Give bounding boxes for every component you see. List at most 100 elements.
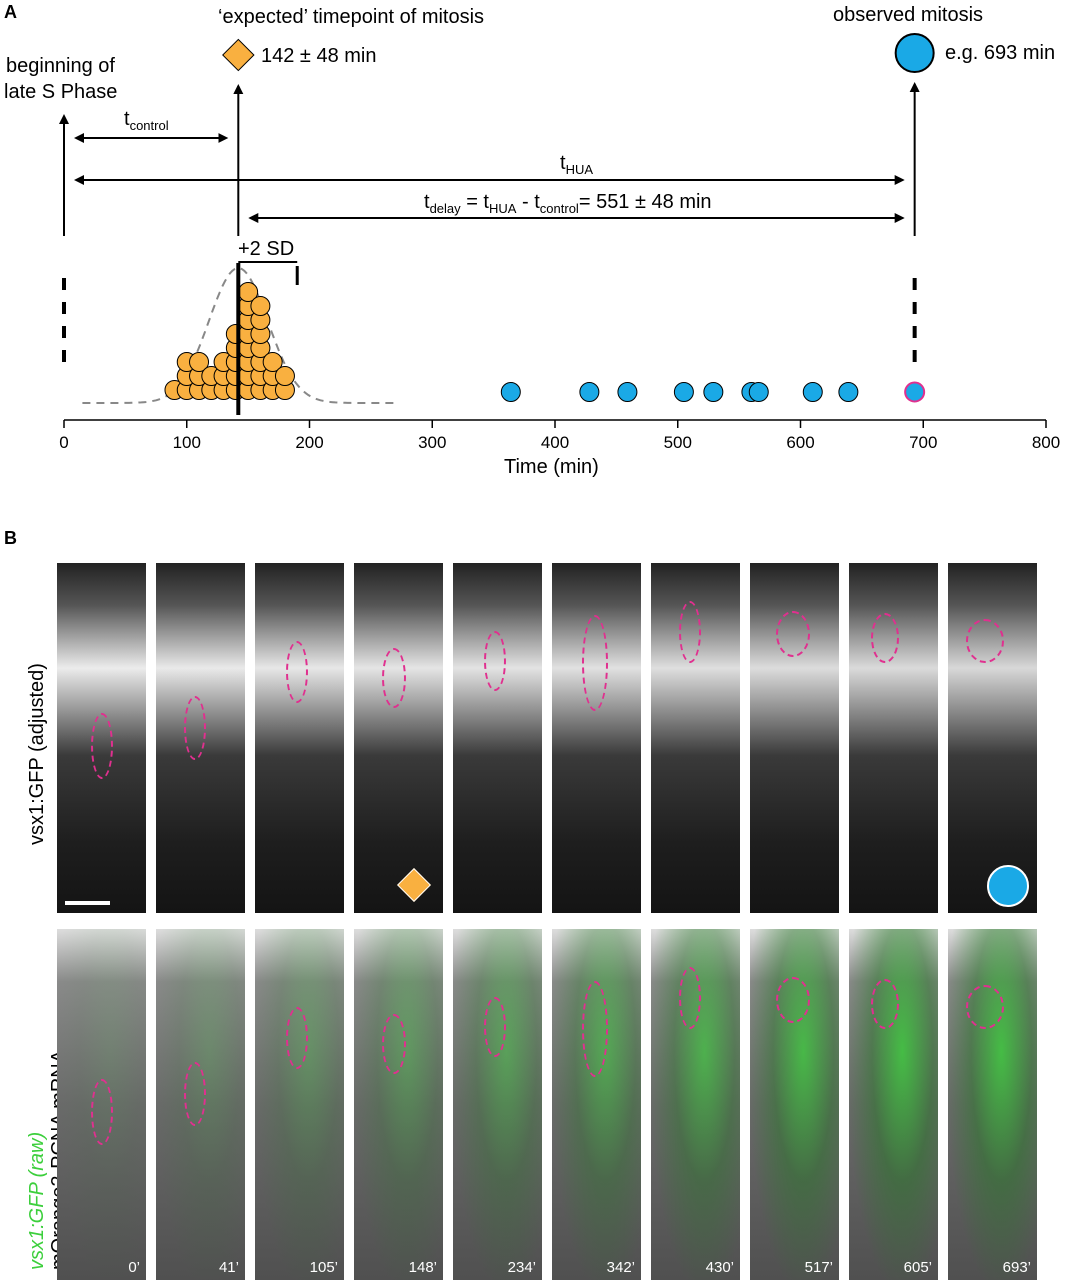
timepoint-label: 430’: [705, 1259, 734, 1276]
t-hua-base: t: [560, 152, 566, 174]
t-control-sub: control: [129, 118, 169, 133]
hua-point: [617, 382, 638, 402]
panel-b-label: B: [4, 528, 17, 548]
t-hua-sub: HUA: [565, 162, 594, 177]
x-tick-label: 500: [664, 433, 692, 452]
cell-outline: [484, 631, 506, 691]
hua-point: [703, 382, 724, 402]
gfp-frame: [552, 563, 641, 913]
t-delay-equation: tdelay = tHUA - tcontrol= 551 ± 48 min: [424, 191, 712, 220]
t-delay-s3: control: [539, 201, 579, 216]
observed-circle-icon: [894, 33, 935, 73]
hua-point: [673, 382, 694, 402]
chart-marks: [62, 261, 926, 415]
merge-frame: 605’: [849, 929, 938, 1280]
merge-frame: 105’: [255, 929, 344, 1280]
x-axis: 0 100 200 300 400 500 600 700 800: [59, 419, 1060, 452]
cell-outline: [582, 981, 608, 1077]
expected-value: 142 ± 48 min: [261, 45, 377, 67]
t-hua-label: tHUA: [560, 152, 593, 181]
expected-title: ‘expected’ timepoint of mitosis: [218, 6, 485, 28]
cell-outline: [776, 611, 810, 657]
cell-outline: [966, 985, 1004, 1029]
x-tick-label: 0: [59, 433, 68, 452]
control-point: [262, 352, 283, 372]
x-tick-label: 600: [786, 433, 814, 452]
cell-outline: [286, 1007, 308, 1069]
merge-frame: 148’: [354, 929, 443, 1280]
gfp-frame: [255, 563, 344, 913]
cell-outline: [382, 648, 406, 708]
gfp-row-label: vsx1:GFP (adjusted): [26, 663, 48, 845]
timepoint-label: 148’: [408, 1259, 437, 1276]
timeline-chart: 0 100 200 300 400 500 600 700 800: [59, 33, 1060, 452]
t-delay-tail: = 551 ± 48 min: [578, 191, 712, 213]
expected-diamond-icon: [397, 868, 431, 902]
gfp-frame: [948, 563, 1037, 913]
annotations: [59, 33, 935, 236]
x-tick-label: 200: [295, 433, 323, 452]
t-control-base: t: [124, 108, 130, 130]
t-delay-mid: - t: [516, 191, 540, 213]
observed-circle-icon: [987, 865, 1029, 907]
hua-point: [748, 382, 769, 402]
cell-outline: [91, 713, 113, 779]
x-axis-label: Time (min): [504, 456, 599, 478]
timepoint-label: 234’: [507, 1259, 536, 1276]
cell-outline: [91, 1079, 113, 1145]
hua-point: [838, 382, 859, 402]
t-delay-s1: delay: [429, 201, 461, 216]
control-point: [250, 296, 271, 316]
cell-outline: [582, 615, 608, 711]
beginning-line1: beginning of: [6, 55, 115, 77]
x-tick-label: 700: [909, 433, 937, 452]
t-delay-eq1: = t: [460, 191, 489, 213]
sd-label: +2 SD: [238, 238, 295, 260]
merge-frame: 517’: [750, 929, 839, 1280]
normal-fit-curve: [82, 267, 397, 404]
cell-outline: [184, 696, 206, 760]
gfp-frame: [156, 563, 245, 913]
control-point: [189, 352, 210, 372]
x-tick-label: 800: [1032, 433, 1060, 452]
timepoint-label: 41’: [218, 1259, 239, 1276]
cell-outline: [776, 977, 810, 1023]
timepoint-label: 605’: [903, 1259, 932, 1276]
control-point: [274, 366, 295, 386]
hua-point: [802, 382, 823, 402]
cell-outline: [679, 967, 701, 1029]
cell-outline: [382, 1014, 406, 1074]
timepoint-label: 693’: [1002, 1259, 1031, 1276]
x-tick-label: 400: [541, 433, 569, 452]
gfp-frame: [354, 563, 443, 913]
merge-label-green: vsx1:GFP (raw): [26, 1131, 48, 1270]
hua-point: [579, 382, 600, 402]
hua-point: [500, 382, 521, 402]
t-delay-t1: t: [424, 191, 430, 213]
timepoint-label: 0’: [128, 1259, 140, 1276]
merge-frame: 0’: [57, 929, 146, 1280]
merge-row-label: vsx1:GFP (raw): [26, 1132, 49, 1270]
cell-outline: [184, 1062, 206, 1126]
cell-outline: [679, 601, 701, 663]
merge-frame: 430’: [651, 929, 740, 1280]
cell-outline: [484, 997, 506, 1057]
observed-value: e.g. 693 min: [945, 42, 1056, 64]
cell-outline: [966, 619, 1004, 663]
gfp-frame: [849, 563, 938, 913]
cell-outline: [871, 613, 899, 663]
gfp-frame: [651, 563, 740, 913]
merge-frame: 41’: [156, 929, 245, 1280]
timepoint-label: 517’: [804, 1259, 833, 1276]
timepoint-label: 105’: [309, 1259, 338, 1276]
hua-point: [904, 381, 926, 403]
scale-bar: [65, 901, 110, 905]
x-tick-label: 100: [173, 433, 201, 452]
timepoint-label: 342’: [606, 1259, 635, 1276]
expected-diamond-icon: [222, 38, 255, 72]
x-tick-label: 300: [418, 433, 446, 452]
gfp-frame: [453, 563, 542, 913]
cell-outline: [871, 979, 899, 1029]
merge-frame: 234’: [453, 929, 542, 1280]
observed-title: observed mitosis: [833, 4, 984, 26]
